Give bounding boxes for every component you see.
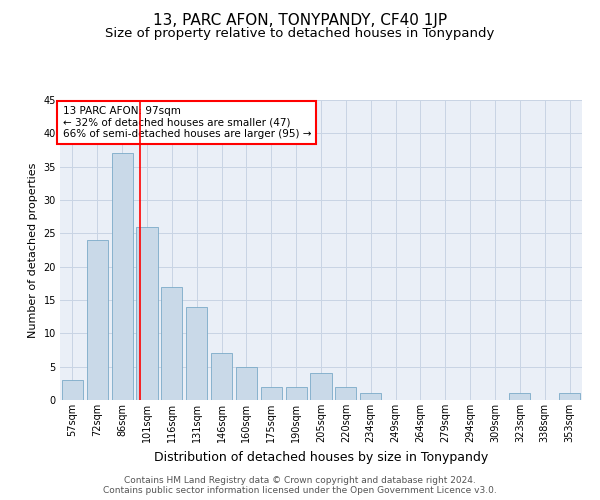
Bar	[211, 354, 232, 400]
Bar	[509, 394, 530, 400]
Text: 13 PARC AFON: 97sqm
← 32% of detached houses are smaller (47)
66% of semi-detach: 13 PARC AFON: 97sqm ← 32% of detached ho…	[62, 106, 311, 139]
Y-axis label: Number of detached properties: Number of detached properties	[28, 162, 38, 338]
Bar	[62, 380, 83, 400]
Bar	[360, 394, 381, 400]
Bar	[136, 226, 158, 400]
Bar	[286, 386, 307, 400]
Bar	[161, 286, 182, 400]
Text: 13, PARC AFON, TONYPANDY, CF40 1JP: 13, PARC AFON, TONYPANDY, CF40 1JP	[153, 12, 447, 28]
Bar	[261, 386, 282, 400]
Bar	[87, 240, 108, 400]
Text: Size of property relative to detached houses in Tonypandy: Size of property relative to detached ho…	[106, 28, 494, 40]
Bar	[559, 394, 580, 400]
Bar	[186, 306, 207, 400]
Bar	[310, 374, 332, 400]
Bar	[236, 366, 257, 400]
Text: Distribution of detached houses by size in Tonypandy: Distribution of detached houses by size …	[154, 451, 488, 464]
Text: Contains HM Land Registry data © Crown copyright and database right 2024.
Contai: Contains HM Land Registry data © Crown c…	[103, 476, 497, 495]
Bar	[112, 154, 133, 400]
Bar	[335, 386, 356, 400]
